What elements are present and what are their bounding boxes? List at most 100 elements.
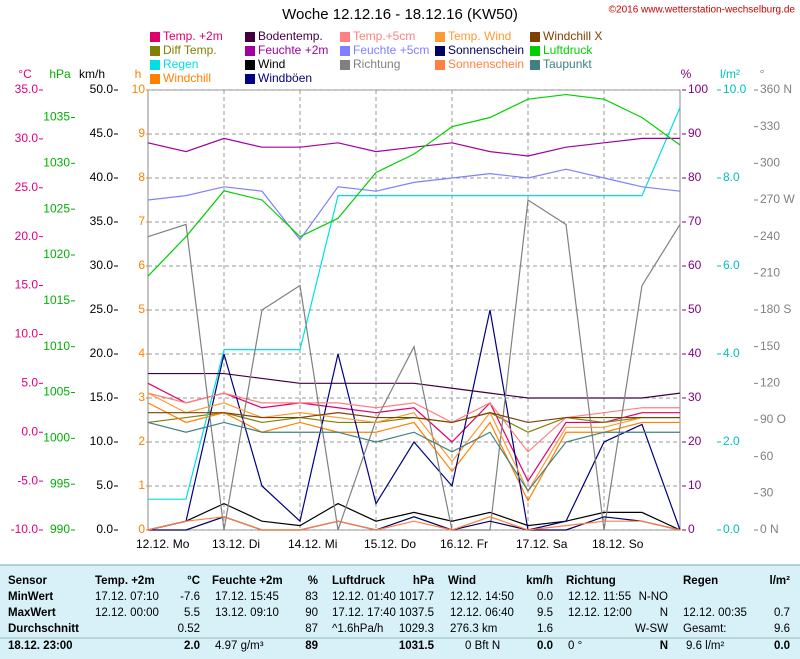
legend-label: Windchill <box>163 71 211 85</box>
series-line <box>147 198 681 531</box>
table-cell: 0.0 <box>537 640 553 652</box>
legend-swatch <box>435 46 445 56</box>
y-tick-label: 1025 <box>43 201 70 215</box>
y-tick-label: 3 <box>138 390 145 404</box>
y-tick-label: 35.0 <box>90 214 114 228</box>
table-cell: 12.12. 00:00 <box>95 607 159 619</box>
table-cell: N-NO <box>639 591 668 603</box>
table-cell: 0.52 <box>178 623 200 635</box>
x-tick-label: 18.12. So <box>592 537 644 551</box>
y-tick-label: 150 <box>760 339 780 353</box>
table-cell: 1031.5 <box>399 640 435 652</box>
table-header: km/h <box>526 575 553 587</box>
y-tick-label: 30.0 <box>90 258 114 272</box>
series-line <box>147 392 680 453</box>
y-tick-label: 240 <box>760 229 780 243</box>
legend-swatch <box>245 46 255 56</box>
y-tick-label: 20 <box>688 434 702 448</box>
legend-swatch <box>435 32 445 42</box>
y-tick-label: 6.0 <box>723 258 740 272</box>
table-header: Feuchte +2m <box>212 575 283 587</box>
y-tick-label: 210 <box>760 266 780 280</box>
legend-label: Windchill X <box>543 29 602 43</box>
table-cell: 12.12. 00:35 <box>683 607 747 619</box>
y-tick-label: 120 <box>760 376 780 390</box>
series-line <box>147 309 681 531</box>
table-cell: 1.6 <box>537 623 553 635</box>
table-cell: 17.12. 15:45 <box>215 591 279 603</box>
legend-label: Regen <box>163 57 198 71</box>
legend-swatch <box>340 32 350 42</box>
legend-label: Sonnenschein <box>448 43 524 57</box>
series-line <box>147 137 680 157</box>
y-tick-label: 10.0 <box>15 327 39 341</box>
table-cell: 12.12. 01:40 <box>332 591 396 603</box>
y-tick-label: 70 <box>688 214 702 228</box>
axis-unit: °C <box>18 67 32 81</box>
y-tick-label: 0 <box>138 522 145 536</box>
legend-label: Temp.+5cm <box>353 29 415 43</box>
table-cell: 9.5 <box>537 607 553 619</box>
y-tick-label: 45.0 <box>90 126 114 140</box>
table-cell: 1029.3 <box>399 623 434 635</box>
legend-swatch <box>150 32 160 42</box>
y-tick-label: 0 N <box>760 522 779 536</box>
table-cell: 0.0 <box>774 640 790 652</box>
y-tick-label: 30.0 <box>15 131 39 145</box>
y-tick-label: 30 <box>760 486 774 500</box>
table-cell: MaxWert <box>8 607 56 619</box>
series-line <box>147 421 680 492</box>
table-header: Wind <box>448 575 476 587</box>
y-tick-label: 995 <box>50 476 70 490</box>
table-cell: 90 <box>305 607 318 619</box>
y-tick-label: 40.0 <box>90 170 114 184</box>
axis-unit: hPa <box>49 67 71 81</box>
table-cell: 9.6 l/m² <box>686 640 725 652</box>
legend-label: Temp. +2m <box>163 29 223 43</box>
legend-swatch <box>340 60 350 70</box>
series-line <box>147 93 681 277</box>
legend-label: Feuchte +5cm <box>353 43 429 57</box>
y-tick-label: 4 <box>138 346 145 360</box>
y-tick-label: 20.0 <box>90 346 114 360</box>
legend-swatch <box>340 46 350 56</box>
table-header: Luftdruck <box>332 575 386 587</box>
y-tick-label: 80 <box>688 170 702 184</box>
y-tick-label: 1000 <box>43 431 70 445</box>
y-tick-label: 1015 <box>43 293 70 307</box>
series-line <box>147 502 681 531</box>
table-cell: 0.7 <box>774 607 790 619</box>
table-cell: Gesamt: <box>683 623 726 635</box>
y-tick-label: 35.0 <box>15 82 39 96</box>
axis-unit: h <box>135 67 142 81</box>
series-line <box>147 392 680 493</box>
table-bg <box>0 565 800 659</box>
y-tick-label: -10.0 <box>11 522 39 536</box>
table-cell: 12.12. 06:40 <box>450 607 514 619</box>
axis-unit: km/h <box>79 67 105 81</box>
table-cell: 4.97 g/m³ <box>215 640 264 652</box>
legend-label: Diff Temp. <box>163 43 217 57</box>
table-cell: 12.12. 11:55 <box>568 591 631 603</box>
axis-unit: % <box>681 67 692 81</box>
table-cell: 0 ° <box>568 640 582 652</box>
y-tick-label: 8.0 <box>723 170 740 184</box>
series-line <box>147 516 681 531</box>
y-tick-label: 90 <box>688 126 702 140</box>
axis-unit: ° <box>760 67 765 81</box>
y-tick-label: 60 <box>688 258 702 272</box>
x-tick-label: 12.12. Mo <box>136 537 190 551</box>
y-tick-label: 15.0 <box>15 278 39 292</box>
legend-label: Taupunkt <box>543 57 592 71</box>
y-tick-label: -5.0 <box>17 473 38 487</box>
table-header: °C <box>187 575 200 587</box>
table-header: Temp. +2m <box>95 575 155 587</box>
table-cell: 83 <box>305 591 318 603</box>
legend-label: Temp. Wind <box>448 29 511 43</box>
table-header: hPa <box>413 575 435 587</box>
table-cell: 5.5 <box>184 607 200 619</box>
chart-title: Woche 12.12.16 - 18.12.16 (KW50) <box>282 6 518 23</box>
y-tick-label: 0.0 <box>21 424 38 438</box>
y-tick-label: 990 <box>50 522 70 536</box>
table-cell: -7.6 <box>180 591 200 603</box>
